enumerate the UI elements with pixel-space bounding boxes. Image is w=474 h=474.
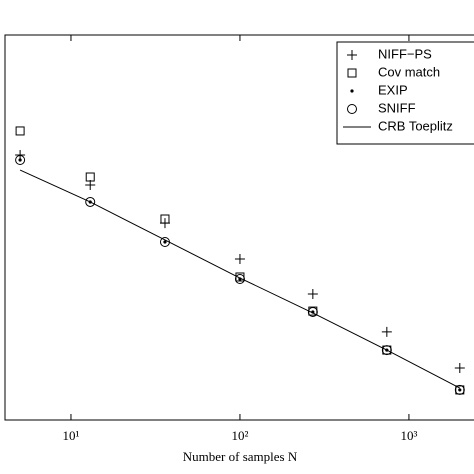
point: [381, 326, 392, 337]
x-tick-label: 10¹: [63, 428, 80, 443]
point: [18, 158, 22, 162]
point: [15, 154, 26, 165]
point: [234, 254, 245, 265]
point: [15, 126, 25, 136]
point: [163, 240, 167, 244]
point: [458, 388, 462, 392]
legend-swatch: [347, 104, 357, 114]
point: [85, 196, 96, 207]
point: [454, 384, 465, 395]
line: [19, 169, 461, 389]
legend-swatch: [347, 68, 357, 78]
point: [15, 149, 26, 160]
point: [85, 179, 96, 190]
legend-label: EXIP: [378, 82, 408, 97]
point: [85, 172, 95, 182]
plot-frame: [4, 34, 474, 421]
point: [160, 214, 170, 224]
point: [234, 274, 245, 285]
legend-swatch: [350, 89, 354, 93]
x-tick-label: 10³: [400, 428, 417, 443]
x-axis-label: Number of samples N: [183, 449, 298, 464]
x-tick-label: 10²: [231, 428, 248, 443]
point: [454, 362, 465, 373]
point: [307, 307, 318, 318]
legend-label: SNIFF: [378, 100, 416, 115]
point: [381, 345, 392, 356]
point: [307, 289, 318, 300]
legend-label: Cov match: [378, 64, 440, 79]
legend-label: CRB Toeplitz: [378, 118, 453, 133]
legend-swatch: [347, 50, 357, 60]
legend-label: NIFF−PS: [378, 46, 432, 61]
